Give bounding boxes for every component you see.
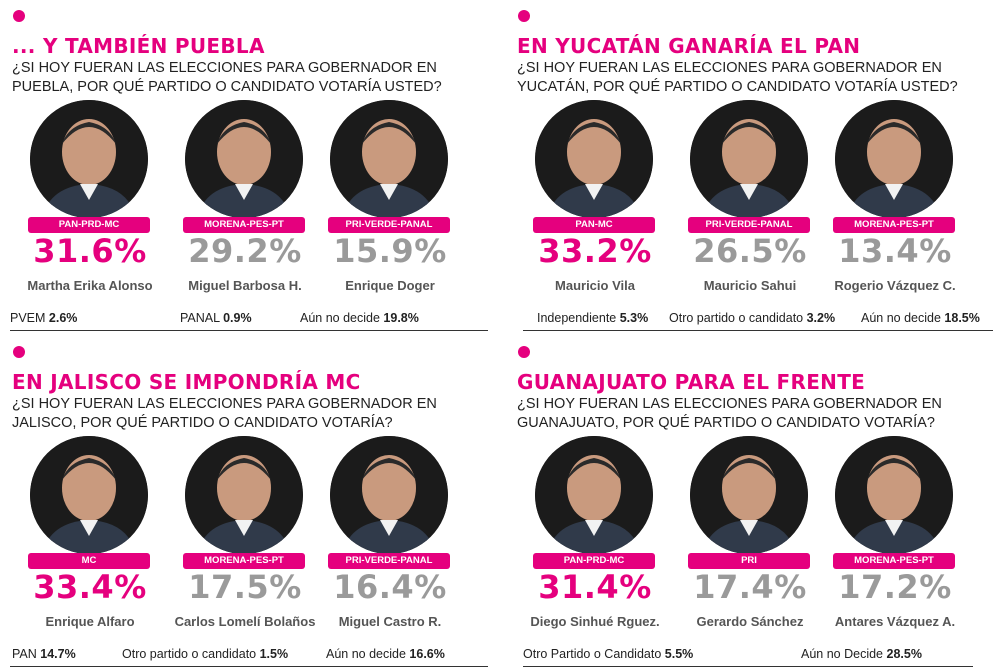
candidate-card: PAN-MC 33.2% Mauricio Vila: [515, 98, 675, 304]
vote-percentage: 13.4%: [838, 232, 952, 270]
footer-item: Aún no decide 18.5%: [861, 311, 980, 325]
panel-question: ¿Si hoy fueran las elecciones para gober…: [517, 60, 958, 95]
panel-guanajuato: GUANAJUATO PARA EL FRENTE ¿Si hoy fueran…: [515, 342, 995, 672]
candidate-photo: [30, 100, 148, 218]
candidate-name: Miguel Castro R.: [338, 614, 442, 629]
vote-percentage: 15.9%: [333, 232, 447, 270]
candidate-name: Carlos Lomelí Bolaños: [174, 614, 316, 629]
bullet-dot: [518, 346, 530, 358]
footer-item: PANAL 0.9%: [180, 311, 252, 325]
bullet-dot: [13, 10, 25, 22]
candidate-name: Antares Vázquez A.: [834, 614, 956, 629]
footer-item: Otro partido o candidato 1.5%: [122, 647, 289, 661]
panel-puebla: ... Y TAMBIÉN PUEBLA ¿Si hoy fueran las …: [10, 6, 490, 336]
footer-item: Aún no decide 16.6%: [326, 647, 445, 661]
party-badge: MORENA-PES-PT: [833, 217, 955, 233]
candidate-card: PAN-PRD-MC 31.6% Martha Erika Alonso: [10, 98, 170, 304]
party-badge: PAN-PRD-MC: [28, 217, 150, 233]
other-results-footer: PAN 14.7% Otro partido o candidato 1.5% …: [10, 644, 488, 667]
panel-yucatan: EN YUCATÁN GANARÍA EL PAN ¿Si hoy fueran…: [515, 6, 995, 336]
candidate-photo: [185, 100, 303, 218]
vote-percentage: 16.4%: [333, 568, 447, 606]
candidate-name: Rogerio Vázquez C.: [834, 278, 956, 293]
candidate-card: MORENA-PES-PT 29.2% Miguel Barbosa H.: [165, 98, 325, 304]
footer-item: Otro Partido o Candidato 5.5%: [523, 647, 694, 661]
candidate-card: MORENA-PES-PT 13.4% Rogerio Vázquez C.: [815, 98, 975, 304]
panel-question: ¿Si hoy fueran las elecciones para gober…: [12, 60, 442, 95]
party-badge: PRI-VERDE-PANAL: [688, 217, 810, 233]
panel-jalisco: EN JALISCO SE IMPONDRÍA MC ¿Si hoy fuera…: [10, 342, 490, 672]
panel-question: ¿Si hoy fueran las elecciones para gober…: [517, 396, 942, 431]
candidate-photo: [185, 436, 303, 554]
candidate-photo: [330, 100, 448, 218]
candidates-row: PAN-MC 33.2% Mauricio Vila PRI-VERDE-PAN…: [515, 98, 995, 304]
vote-percentage: 33.2%: [538, 232, 652, 270]
candidate-photo: [330, 436, 448, 554]
candidate-name: Enrique Alfaro: [45, 614, 135, 629]
footer-item: PAN 14.7%: [12, 647, 76, 661]
candidate-photo: [835, 100, 953, 218]
footer-item: Independiente 5.3%: [537, 311, 649, 325]
vote-percentage: 31.4%: [538, 568, 652, 606]
candidate-name: Miguel Barbosa H.: [188, 278, 302, 293]
candidate-photo: [30, 436, 148, 554]
vote-percentage: 31.6%: [33, 232, 147, 270]
party-badge: PRI: [688, 553, 810, 569]
other-results-footer: Independiente 5.3% Otro partido o candid…: [523, 308, 993, 331]
vote-percentage: 33.4%: [33, 568, 147, 606]
candidates-row: PAN-PRD-MC 31.6% Martha Erika Alonso MOR…: [10, 98, 490, 304]
footer-item: Aún no Decide 28.5%: [801, 647, 922, 661]
panel-title: EN YUCATÁN GANARÍA EL PAN: [517, 34, 861, 58]
candidates-row: PAN-PRD-MC 31.4% Diego Sinhué Rguez. PRI…: [515, 434, 995, 640]
candidate-name: Mauricio Sahui: [703, 278, 797, 293]
candidate-photo: [535, 436, 653, 554]
party-badge: PRI-VERDE-PANAL: [328, 553, 450, 569]
candidate-name: Diego Sinhué Rguez.: [530, 614, 660, 629]
candidate-photo: [690, 100, 808, 218]
candidate-card: PAN-PRD-MC 31.4% Diego Sinhué Rguez.: [515, 434, 675, 640]
footer-item: Otro partido o candidato 3.2%: [669, 311, 836, 325]
party-badge: MORENA-PES-PT: [183, 217, 305, 233]
panel-title: ... Y TAMBIÉN PUEBLA: [12, 34, 265, 58]
candidate-card: MC 33.4% Enrique Alfaro: [10, 434, 170, 640]
panel-question: ¿Si hoy fueran las elecciones para gober…: [12, 396, 437, 431]
bullet-dot: [13, 346, 25, 358]
candidate-photo: [535, 100, 653, 218]
vote-percentage: 17.2%: [838, 568, 952, 606]
candidate-card: PRI 17.4% Gerardo Sánchez: [670, 434, 830, 640]
candidate-photo: [835, 436, 953, 554]
party-badge: MC: [28, 553, 150, 569]
other-results-footer: PVEM 2.6% PANAL 0.9% Aún no decide 19.8%: [10, 308, 488, 331]
vote-percentage: 17.5%: [188, 568, 302, 606]
panel-title: EN JALISCO SE IMPONDRÍA MC: [12, 370, 361, 394]
party-badge: PAN-MC: [533, 217, 655, 233]
footer-item: PVEM 2.6%: [10, 311, 78, 325]
footer-item: Aún no decide 19.8%: [300, 311, 419, 325]
party-badge: MORENA-PES-PT: [183, 553, 305, 569]
party-badge: PRI-VERDE-PANAL: [328, 217, 450, 233]
candidates-row: MC 33.4% Enrique Alfaro MORENA-PES-PT 17…: [10, 434, 490, 640]
candidate-card: PRI-VERDE-PANAL 16.4% Miguel Castro R.: [310, 434, 470, 640]
other-results-footer: Otro Partido o Candidato 5.5% Aún no Dec…: [523, 644, 973, 667]
party-badge: PAN-PRD-MC: [533, 553, 655, 569]
vote-percentage: 29.2%: [188, 232, 302, 270]
bullet-dot: [518, 10, 530, 22]
candidate-card: PRI-VERDE-PANAL 15.9% Enrique Doger: [310, 98, 470, 304]
panel-title: GUANAJUATO PARA EL FRENTE: [517, 370, 866, 394]
vote-percentage: 17.4%: [693, 568, 807, 606]
candidate-photo: [690, 436, 808, 554]
candidate-name: Martha Erika Alonso: [27, 278, 153, 293]
candidate-name: Enrique Doger: [345, 278, 435, 293]
party-badge: MORENA-PES-PT: [833, 553, 955, 569]
candidate-name: Mauricio Vila: [555, 278, 635, 293]
vote-percentage: 26.5%: [693, 232, 807, 270]
candidate-card: PRI-VERDE-PANAL 26.5% Mauricio Sahui: [670, 98, 830, 304]
candidate-card: MORENA-PES-PT 17.5% Carlos Lomelí Bolaño…: [165, 434, 325, 640]
candidate-card: MORENA-PES-PT 17.2% Antares Vázquez A.: [815, 434, 975, 640]
candidate-name: Gerardo Sánchez: [696, 614, 804, 629]
